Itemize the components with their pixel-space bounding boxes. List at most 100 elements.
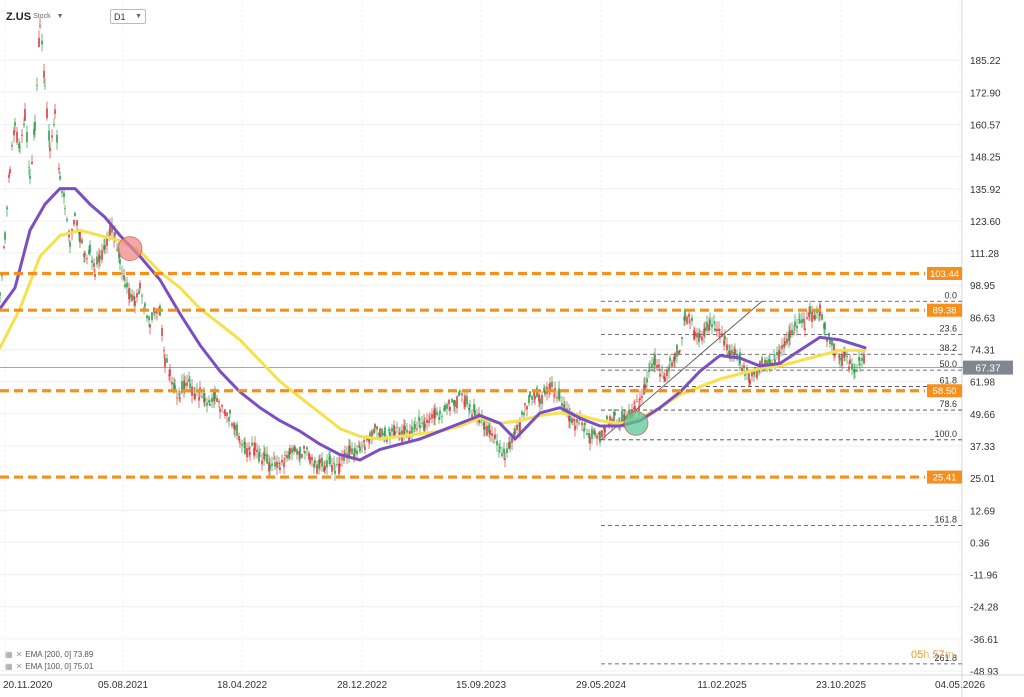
candle-body <box>656 364 658 368</box>
candle-body <box>184 383 186 387</box>
candle-body <box>458 392 460 397</box>
candle-body <box>349 446 351 452</box>
candle-body <box>388 429 390 431</box>
candle-body <box>319 458 321 464</box>
candle-body <box>606 415 608 420</box>
candle-body <box>468 407 470 411</box>
candle-body <box>556 397 558 399</box>
x-tick-label: 29.05.2024 <box>576 680 626 691</box>
candle-body <box>296 449 298 455</box>
candle-body <box>801 318 803 324</box>
candle-body <box>26 132 28 143</box>
x-tick-label: 20.11.2020 <box>3 680 53 691</box>
candle-countdown: 05h 57m <box>911 649 954 661</box>
candle-body <box>264 454 266 457</box>
candle-body <box>9 169 11 173</box>
candle-body <box>313 463 315 468</box>
candle-body <box>94 274 96 277</box>
y-tick-label: 111.28 <box>970 249 1000 260</box>
candle-body <box>688 313 690 318</box>
close-icon[interactable]: ✕ <box>15 650 23 659</box>
candle-body <box>473 404 475 413</box>
candle-body <box>151 312 153 321</box>
candle-body <box>464 395 466 408</box>
candle-body <box>573 419 575 422</box>
candle-body <box>48 130 50 141</box>
candle-body <box>326 460 328 468</box>
settings-icon[interactable]: ▦ <box>5 662 13 671</box>
candle-body <box>633 407 635 410</box>
candle-body <box>406 429 408 433</box>
candle-body <box>433 410 435 418</box>
symbol-dropdown-icon[interactable]: ▼ <box>56 13 64 20</box>
candle-body <box>856 370 858 372</box>
candle-body <box>786 338 788 344</box>
candle-body <box>716 328 718 332</box>
candle-body <box>106 238 108 246</box>
candle-body <box>343 457 345 462</box>
candle-body <box>128 288 130 300</box>
candle-body <box>131 294 133 301</box>
candle-body <box>234 425 236 431</box>
candle-body <box>24 109 26 121</box>
candle-body <box>98 254 100 263</box>
candle-body <box>773 354 775 356</box>
settings-icon[interactable]: ▦ <box>5 650 13 659</box>
candle-body <box>793 332 795 334</box>
candle-body <box>448 399 450 405</box>
level-price-label: 58.50 <box>933 386 957 397</box>
candle-body <box>544 390 546 395</box>
candle-body <box>623 414 625 424</box>
candle-body <box>391 427 393 432</box>
candle-body <box>46 108 48 119</box>
candle-body <box>214 389 216 400</box>
candle-body <box>426 419 428 424</box>
candle-body <box>461 393 463 396</box>
candle-body <box>371 430 373 440</box>
candle-body <box>484 426 486 430</box>
candle-body <box>628 410 630 413</box>
candle-body <box>121 272 123 274</box>
candle-body <box>8 174 10 179</box>
fib-level-label: 50.0 <box>939 359 957 369</box>
candle-body <box>194 394 196 400</box>
candle-body <box>578 422 580 424</box>
y-tick-label: 172.90 <box>970 88 1001 99</box>
candle-body <box>51 135 53 138</box>
candle-body <box>263 452 265 460</box>
candle-body <box>581 422 583 426</box>
candle-body <box>719 336 721 338</box>
candle-body <box>129 293 131 298</box>
candle-body <box>583 428 585 432</box>
candle-body <box>428 420 430 423</box>
candle-body <box>421 423 423 424</box>
candle-body <box>198 396 200 401</box>
candle-body <box>814 314 816 320</box>
symbol-label[interactable]: Z.US Stock ▼ <box>6 9 64 24</box>
candle-body <box>806 317 808 319</box>
candle-body <box>691 317 693 321</box>
candle-body <box>33 129 35 135</box>
candle-body <box>163 350 165 352</box>
level-price-tag <box>927 384 962 398</box>
candle-body <box>49 147 51 152</box>
timeframe-select[interactable]: D1 ▼ <box>110 9 146 24</box>
candle-body <box>399 432 401 435</box>
y-tick-label: -48.93 <box>970 667 999 678</box>
candle-body <box>646 378 648 383</box>
candle-body <box>749 380 751 385</box>
candle-body <box>44 85 46 87</box>
candle-body <box>818 314 820 316</box>
candle-body <box>111 224 113 233</box>
candle-body <box>826 338 828 342</box>
candle-body <box>506 448 508 454</box>
symbol-name: Z.US <box>6 10 32 23</box>
legend-ema-200[interactable]: ▦ ✕ EMA [200, 0] 73.89 <box>5 650 93 659</box>
close-icon[interactable]: ✕ <box>15 662 23 671</box>
candle-body <box>791 329 793 334</box>
timeframe-value: D1 <box>114 11 126 22</box>
legend-ema-100[interactable]: ▦ ✕ EMA [100, 0] 75.01 <box>5 662 93 671</box>
candle-body <box>559 397 561 398</box>
candle-body <box>21 134 23 136</box>
